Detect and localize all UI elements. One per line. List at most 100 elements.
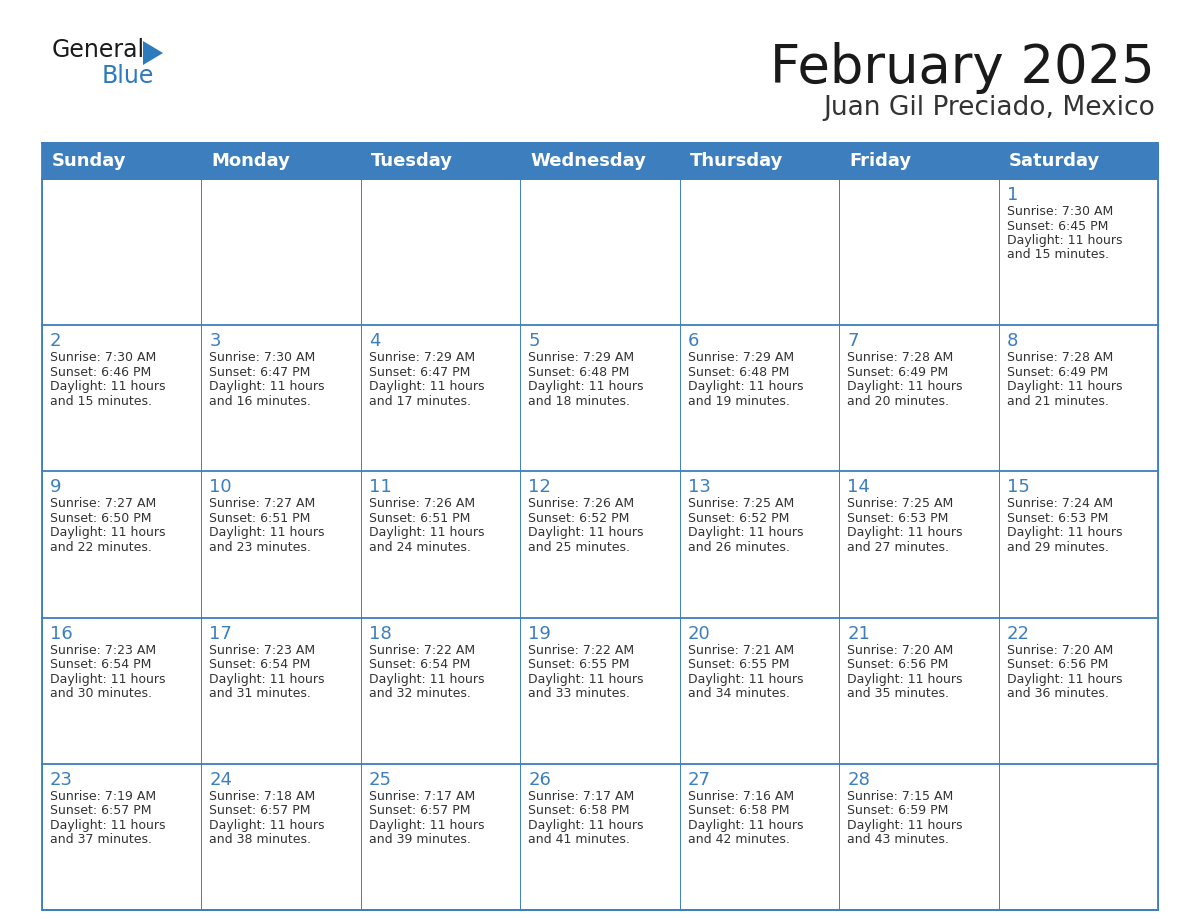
Text: and 26 minutes.: and 26 minutes.	[688, 541, 790, 554]
Text: Daylight: 11 hours: Daylight: 11 hours	[847, 380, 962, 393]
Text: Sunrise: 7:27 AM: Sunrise: 7:27 AM	[209, 498, 316, 510]
Text: Sunset: 6:55 PM: Sunset: 6:55 PM	[688, 658, 789, 671]
Text: and 35 minutes.: and 35 minutes.	[847, 687, 949, 700]
Text: Sunset: 6:53 PM: Sunset: 6:53 PM	[1006, 512, 1108, 525]
Text: Daylight: 11 hours: Daylight: 11 hours	[688, 819, 803, 832]
Text: 23: 23	[50, 771, 72, 789]
Text: Sunrise: 7:16 AM: Sunrise: 7:16 AM	[688, 789, 794, 803]
Text: and 20 minutes.: and 20 minutes.	[847, 395, 949, 408]
Text: and 15 minutes.: and 15 minutes.	[1006, 249, 1108, 262]
Text: 16: 16	[50, 624, 72, 643]
Text: Sunrise: 7:29 AM: Sunrise: 7:29 AM	[688, 352, 794, 364]
Text: 10: 10	[209, 478, 232, 497]
Text: and 37 minutes.: and 37 minutes.	[50, 834, 152, 846]
Text: and 18 minutes.: and 18 minutes.	[529, 395, 631, 408]
Text: Daylight: 11 hours: Daylight: 11 hours	[688, 526, 803, 540]
Text: Sunrise: 7:19 AM: Sunrise: 7:19 AM	[50, 789, 156, 803]
Text: and 16 minutes.: and 16 minutes.	[209, 395, 311, 408]
Text: Daylight: 11 hours: Daylight: 11 hours	[368, 380, 485, 393]
Text: Sunrise: 7:22 AM: Sunrise: 7:22 AM	[529, 644, 634, 656]
Bar	[42, 143, 1158, 179]
Text: Juan Gil Preciado, Mexico: Juan Gil Preciado, Mexico	[823, 95, 1155, 121]
Text: Sunset: 6:51 PM: Sunset: 6:51 PM	[209, 512, 311, 525]
Text: Thursday: Thursday	[690, 152, 783, 170]
Text: Sunset: 6:56 PM: Sunset: 6:56 PM	[847, 658, 948, 671]
Text: Sunrise: 7:26 AM: Sunrise: 7:26 AM	[529, 498, 634, 510]
Text: 27: 27	[688, 771, 710, 789]
Text: and 30 minutes.: and 30 minutes.	[50, 687, 152, 700]
Text: Sunset: 6:53 PM: Sunset: 6:53 PM	[847, 512, 948, 525]
Text: Daylight: 11 hours: Daylight: 11 hours	[209, 819, 326, 832]
Text: Sunset: 6:52 PM: Sunset: 6:52 PM	[688, 512, 789, 525]
Text: 7: 7	[847, 332, 859, 350]
Text: Blue: Blue	[102, 64, 154, 88]
Text: and 25 minutes.: and 25 minutes.	[529, 541, 631, 554]
Text: Sunrise: 7:17 AM: Sunrise: 7:17 AM	[368, 789, 475, 803]
Text: 24: 24	[209, 771, 233, 789]
Text: Sunrise: 7:25 AM: Sunrise: 7:25 AM	[847, 498, 954, 510]
Text: 28: 28	[847, 771, 870, 789]
Text: Sunset: 6:58 PM: Sunset: 6:58 PM	[688, 804, 789, 817]
Text: 20: 20	[688, 624, 710, 643]
Text: Sunrise: 7:26 AM: Sunrise: 7:26 AM	[368, 498, 475, 510]
Text: and 43 minutes.: and 43 minutes.	[847, 834, 949, 846]
Text: Sunrise: 7:29 AM: Sunrise: 7:29 AM	[529, 352, 634, 364]
Text: Sunday: Sunday	[52, 152, 126, 170]
Text: Daylight: 11 hours: Daylight: 11 hours	[688, 380, 803, 393]
Text: Monday: Monday	[211, 152, 290, 170]
Text: 9: 9	[50, 478, 62, 497]
Text: and 32 minutes.: and 32 minutes.	[368, 687, 470, 700]
Text: Sunset: 6:49 PM: Sunset: 6:49 PM	[1006, 365, 1108, 379]
Text: 26: 26	[529, 771, 551, 789]
Text: Sunrise: 7:20 AM: Sunrise: 7:20 AM	[1006, 644, 1113, 656]
Text: Wednesday: Wednesday	[530, 152, 646, 170]
Text: General: General	[52, 38, 145, 62]
Text: 25: 25	[368, 771, 392, 789]
Text: Sunrise: 7:28 AM: Sunrise: 7:28 AM	[1006, 352, 1113, 364]
Text: Sunrise: 7:21 AM: Sunrise: 7:21 AM	[688, 644, 794, 656]
Text: and 39 minutes.: and 39 minutes.	[368, 834, 470, 846]
Text: Sunset: 6:46 PM: Sunset: 6:46 PM	[50, 365, 151, 379]
Text: Sunset: 6:48 PM: Sunset: 6:48 PM	[688, 365, 789, 379]
Text: Sunset: 6:45 PM: Sunset: 6:45 PM	[1006, 219, 1108, 232]
Text: Saturday: Saturday	[1009, 152, 1100, 170]
Text: and 34 minutes.: and 34 minutes.	[688, 687, 790, 700]
Text: Sunset: 6:58 PM: Sunset: 6:58 PM	[529, 804, 630, 817]
Text: February 2025: February 2025	[770, 42, 1155, 94]
Text: Sunset: 6:48 PM: Sunset: 6:48 PM	[529, 365, 630, 379]
Text: 2: 2	[50, 332, 62, 350]
Text: Daylight: 11 hours: Daylight: 11 hours	[209, 673, 326, 686]
Text: 3: 3	[209, 332, 221, 350]
Text: Daylight: 11 hours: Daylight: 11 hours	[1006, 380, 1123, 393]
Text: Daylight: 11 hours: Daylight: 11 hours	[529, 526, 644, 540]
Text: Sunset: 6:51 PM: Sunset: 6:51 PM	[368, 512, 470, 525]
Text: Sunset: 6:50 PM: Sunset: 6:50 PM	[50, 512, 152, 525]
Text: Sunrise: 7:23 AM: Sunrise: 7:23 AM	[209, 644, 316, 656]
Text: Sunset: 6:56 PM: Sunset: 6:56 PM	[1006, 658, 1108, 671]
Text: Daylight: 11 hours: Daylight: 11 hours	[529, 380, 644, 393]
Text: Daylight: 11 hours: Daylight: 11 hours	[50, 819, 165, 832]
Polygon shape	[143, 41, 163, 65]
Text: and 42 minutes.: and 42 minutes.	[688, 834, 790, 846]
Text: Sunrise: 7:30 AM: Sunrise: 7:30 AM	[50, 352, 157, 364]
Text: Sunset: 6:55 PM: Sunset: 6:55 PM	[529, 658, 630, 671]
Text: Sunset: 6:57 PM: Sunset: 6:57 PM	[368, 804, 470, 817]
Text: Daylight: 11 hours: Daylight: 11 hours	[368, 673, 485, 686]
Text: Daylight: 11 hours: Daylight: 11 hours	[209, 526, 326, 540]
Text: Daylight: 11 hours: Daylight: 11 hours	[847, 819, 962, 832]
Text: and 17 minutes.: and 17 minutes.	[368, 395, 470, 408]
Text: and 23 minutes.: and 23 minutes.	[209, 541, 311, 554]
Text: Daylight: 11 hours: Daylight: 11 hours	[847, 526, 962, 540]
Text: Sunrise: 7:22 AM: Sunrise: 7:22 AM	[368, 644, 475, 656]
Text: Sunrise: 7:24 AM: Sunrise: 7:24 AM	[1006, 498, 1113, 510]
Text: Daylight: 11 hours: Daylight: 11 hours	[1006, 234, 1123, 247]
Text: Sunrise: 7:30 AM: Sunrise: 7:30 AM	[1006, 205, 1113, 218]
Text: Daylight: 11 hours: Daylight: 11 hours	[368, 819, 485, 832]
Text: 13: 13	[688, 478, 710, 497]
Text: Daylight: 11 hours: Daylight: 11 hours	[1006, 526, 1123, 540]
Text: Daylight: 11 hours: Daylight: 11 hours	[50, 673, 165, 686]
Text: 5: 5	[529, 332, 539, 350]
Text: and 22 minutes.: and 22 minutes.	[50, 541, 152, 554]
Text: 8: 8	[1006, 332, 1018, 350]
Text: 11: 11	[368, 478, 392, 497]
